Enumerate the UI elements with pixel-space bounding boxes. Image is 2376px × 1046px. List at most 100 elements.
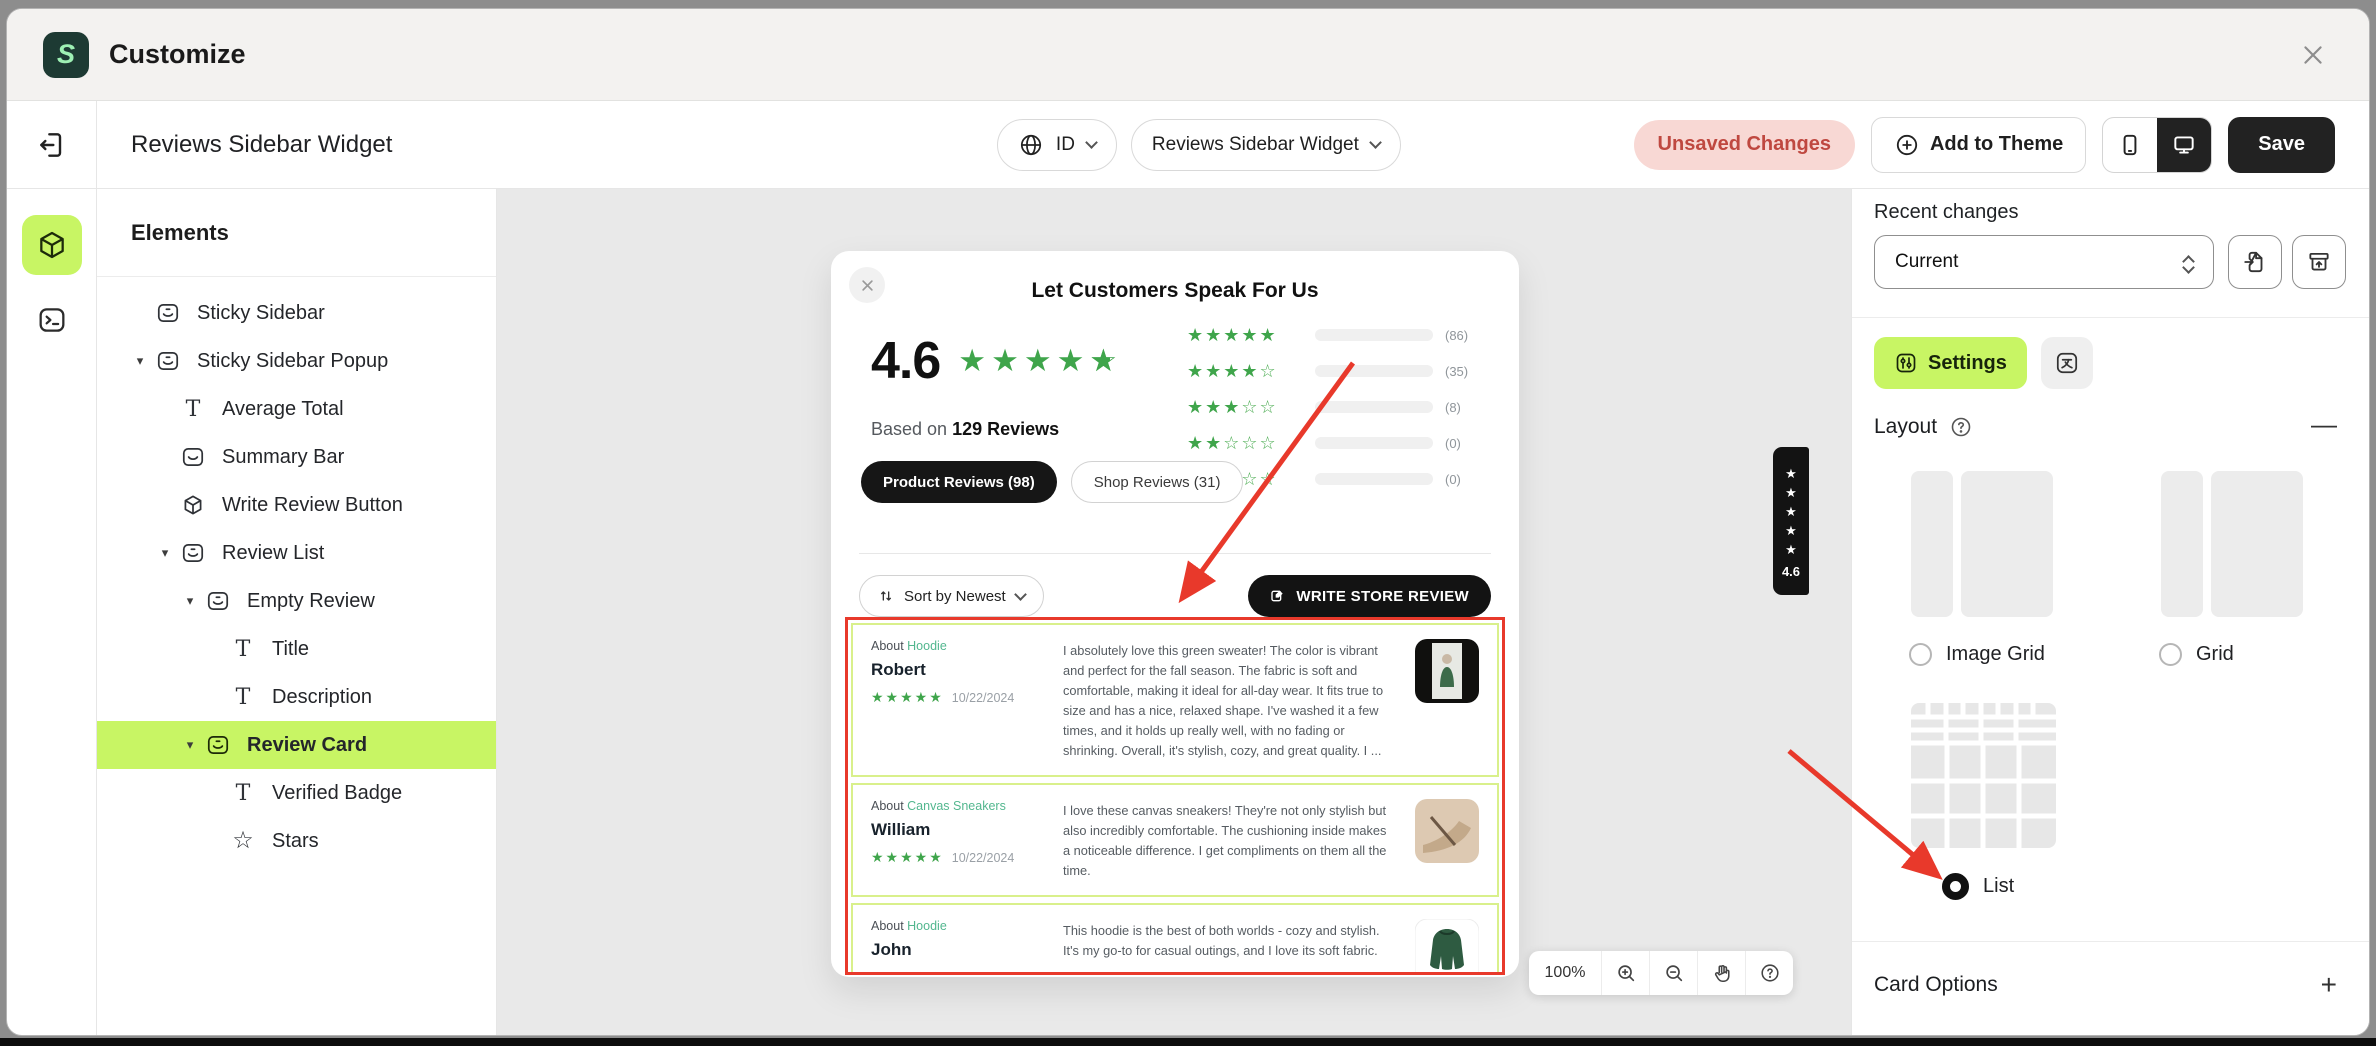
review-date: 10/12/2023: [952, 971, 1015, 973]
add-to-theme-button[interactable]: Add to Theme: [1870, 116, 2087, 173]
star-icon: ★: [1785, 503, 1797, 519]
language-selector[interactable]: ID: [996, 118, 1117, 171]
tree-item-summary-bar[interactable]: ▾ Summary Bar: [97, 433, 496, 481]
product-link[interactable]: Hoodie: [907, 639, 947, 653]
widget-toolbar: Reviews Sidebar Widget ID Reviews Sideba…: [7, 101, 2369, 189]
code-tab-button[interactable]: [27, 295, 77, 345]
version-selector[interactable]: Current: [1874, 235, 2214, 289]
tree-item-description[interactable]: ▾ T Description: [97, 673, 496, 721]
save-button[interactable]: Save: [2228, 116, 2335, 173]
star-icon: ★: [1785, 541, 1797, 557]
review-card[interactable]: About Canvas Sneakers William ★★★★★ 10/2…: [851, 783, 1499, 897]
review-thumbnail[interactable]: [1415, 799, 1479, 863]
collapse-section-button[interactable]: —: [2311, 409, 2337, 439]
elements-panel: Elements ▾ Sticky Sidebar ▾ Sticky Sideb…: [97, 189, 497, 1035]
distribution-row-3-star: ★★★☆☆ (8): [1187, 396, 1461, 417]
exit-editor-button[interactable]: [7, 101, 97, 188]
rating-summary: 4.6 ★★★★☆★ Based on 129 Reviews: [871, 331, 1122, 440]
terminal-icon: [39, 308, 64, 332]
tree-item-sticky-sidebar[interactable]: ▾ Sticky Sidebar: [97, 289, 496, 337]
chevron-down-icon: [1369, 136, 1382, 149]
container-icon: [153, 346, 183, 376]
distribution-row-5-star: ★★★★★ (86): [1187, 324, 1469, 345]
file-import-icon: [2244, 251, 2263, 273]
help-button[interactable]: [1745, 951, 1793, 995]
import-changes-button[interactable]: [2228, 235, 2282, 289]
hand-icon: [1714, 965, 1730, 983]
zoom-out-icon: [1665, 965, 1682, 982]
zoom-out-button[interactable]: [1649, 951, 1697, 995]
product-link[interactable]: Hoodie: [907, 919, 947, 933]
radio-checked-icon[interactable]: [1942, 873, 1969, 900]
zoom-in-button[interactable]: [1601, 951, 1649, 995]
review-author-block: About Hoodie John ★★★★★ 10/12/2023: [871, 919, 1047, 973]
desktop-preview-button[interactable]: [2157, 117, 2212, 172]
review-thumbnail[interactable]: [1415, 919, 1479, 972]
plus-circle-icon: [1896, 134, 1918, 155]
export-changes-button[interactable]: [2292, 235, 2346, 289]
tree-item-sticky-sidebar-popup[interactable]: ▾ Sticky Sidebar Popup: [97, 337, 496, 385]
review-card[interactable]: About Hoodie Robert ★★★★★ 10/22/2024 I a…: [851, 623, 1499, 777]
review-list-highlight-frame: About Hoodie Robert ★★★★★ 10/22/2024 I a…: [845, 617, 1505, 975]
sort-dropdown[interactable]: Sort by Newest: [859, 575, 1044, 617]
rating-bar: [1315, 437, 1433, 449]
caret-icon[interactable]: ▾: [186, 737, 194, 752]
exit-icon: [39, 132, 61, 157]
tree-item-stars[interactable]: ▾ ☆ Stars: [97, 817, 496, 865]
settings-tab[interactable]: Settings: [1874, 337, 2027, 389]
preview-canvas: Let Customers Speak For Us 4.6 ★★★★☆★ Ba…: [497, 189, 1851, 1035]
chevron-down-icon: [1013, 587, 1027, 601]
layout-option-image-grid[interactable]: Image Grid: [1909, 643, 2045, 666]
star-icon: ☆: [232, 827, 254, 854]
review-card[interactable]: About Hoodie John ★★★★★ 10/12/2023 This …: [851, 903, 1499, 973]
widget-selector[interactable]: Reviews Sidebar Widget: [1130, 118, 1401, 171]
page-title: Reviews Sidebar Widget: [131, 130, 393, 158]
tree-item-write-review-button[interactable]: ▾ Write Review Button: [97, 481, 496, 529]
caret-icon[interactable]: ▾: [136, 353, 144, 368]
tree-item-empty-review[interactable]: ▾ Empty Review: [97, 577, 496, 625]
window-close-button[interactable]: [2293, 35, 2333, 75]
tree-item-review-card[interactable]: ▾ Review Card: [97, 721, 496, 769]
tree-item-title[interactable]: ▾ T Title: [97, 625, 496, 673]
tab-product-reviews[interactable]: Product Reviews (98): [861, 461, 1057, 503]
elements-tab-button[interactable]: [21, 215, 82, 275]
layout-option-list[interactable]: List: [1942, 873, 2014, 900]
divider: [859, 553, 1491, 554]
popup-close-button[interactable]: [849, 267, 885, 303]
caret-icon[interactable]: ▾: [186, 593, 194, 608]
star-icon: ★: [1785, 522, 1797, 538]
translate-icon: [2056, 352, 2077, 374]
tree-item-verified-badge[interactable]: ▾ T Verified Badge: [97, 769, 496, 817]
product-link[interactable]: Canvas Sneakers: [907, 799, 1006, 813]
rating-bar: [1315, 329, 1433, 341]
card-options-title: Card Options: [1874, 973, 1998, 996]
review-text: I absolutely love this green sweater! Th…: [1063, 643, 1384, 758]
text-icon: T: [185, 396, 201, 422]
tree-item-review-list[interactable]: ▾ Review List: [97, 529, 496, 577]
layout-thumb-image-grid: [1911, 471, 1953, 617]
expand-section-button[interactable]: +: [2320, 969, 2337, 1000]
help-icon[interactable]: [1949, 415, 1973, 439]
review-thumbnail[interactable]: [1415, 639, 1479, 703]
star-icon: ★: [1785, 484, 1797, 500]
review-stars: ★★★★★: [871, 849, 944, 865]
mobile-preview-button[interactable]: [2103, 118, 2157, 172]
rating-bar: [1315, 473, 1433, 485]
sticky-sidebar-tab[interactable]: ★ ★ ★ ★ ★ 4.6: [1773, 447, 1809, 595]
container-icon: [178, 442, 208, 472]
text-icon: T: [235, 684, 251, 710]
globe-icon: [1020, 134, 1041, 155]
tree-item-average-total[interactable]: ▾ T Average Total: [97, 385, 496, 433]
pan-button[interactable]: [1697, 951, 1745, 995]
app-logo: S: [43, 31, 89, 78]
radio-icon[interactable]: [1909, 643, 1932, 666]
archive-up-icon: [2309, 252, 2329, 271]
tab-shop-reviews[interactable]: Shop Reviews (31): [1070, 461, 1244, 503]
caret-icon[interactable]: ▾: [161, 545, 169, 560]
layout-option-grid[interactable]: Grid: [2159, 643, 2234, 666]
localization-tab[interactable]: [2040, 337, 2093, 389]
radio-icon[interactable]: [2159, 643, 2182, 666]
write-store-review-button[interactable]: WRITE STORE REVIEW: [1248, 575, 1491, 617]
text-icon: T: [235, 780, 251, 806]
language-selector-value: ID: [1055, 133, 1075, 155]
